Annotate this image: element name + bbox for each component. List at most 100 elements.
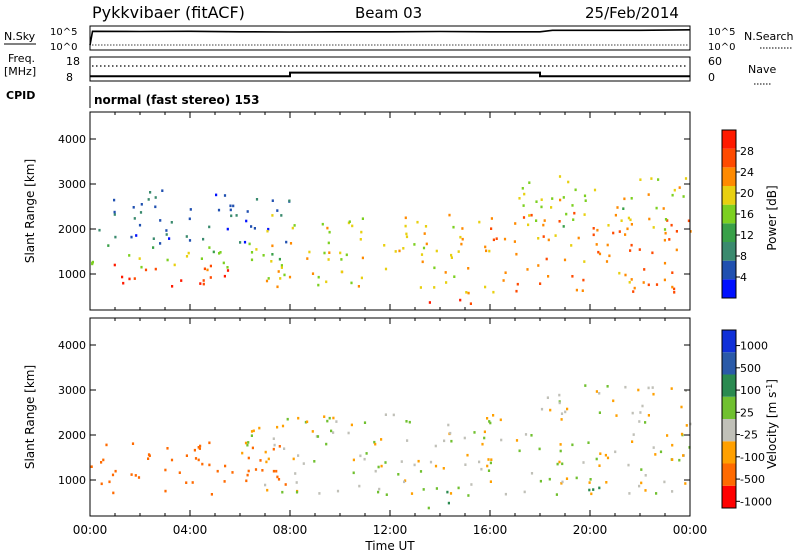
- colorbar-segment: [722, 279, 736, 298]
- velocity-point: [297, 416, 300, 420]
- velocity-point: [275, 469, 278, 473]
- power-point: [223, 274, 226, 278]
- velocity-point: [283, 447, 286, 450]
- power-point: [161, 189, 164, 192]
- power-point: [595, 243, 598, 246]
- x-tick-label: 20:00: [573, 523, 608, 537]
- power-point: [424, 225, 428, 228]
- power-point: [651, 251, 654, 255]
- velocity-point: [380, 438, 383, 441]
- x-tick-label: 16:00: [473, 523, 508, 537]
- velocity-point: [447, 423, 450, 427]
- freq-panel: [89, 56, 691, 82]
- velocity-point: [318, 492, 321, 495]
- power-point: [165, 229, 168, 232]
- power-point: [271, 199, 274, 202]
- power-point: [673, 287, 676, 291]
- power-point: [638, 248, 641, 251]
- velocity-point: [435, 487, 438, 490]
- power-point: [663, 238, 666, 242]
- y-tick-label: 4000: [58, 339, 86, 352]
- power-point: [208, 246, 211, 249]
- power-point: [573, 211, 576, 215]
- power-colorbar-label: Power [dB]: [765, 185, 779, 250]
- power-point: [554, 234, 557, 237]
- power-point: [180, 279, 183, 282]
- velocity-point: [250, 430, 254, 433]
- velocity-point: [561, 480, 564, 484]
- power-point: [527, 223, 530, 227]
- power-point: [581, 289, 584, 292]
- power-point: [250, 225, 253, 228]
- power-point: [420, 253, 424, 256]
- power-point: [122, 281, 125, 285]
- power-point: [202, 237, 205, 241]
- velocity-point: [434, 464, 438, 468]
- velocity-point: [377, 490, 380, 494]
- power-panel: [89, 111, 691, 311]
- power-point: [345, 253, 348, 257]
- velocity-point: [311, 430, 314, 433]
- velocity-point: [272, 437, 275, 440]
- velocity-point: [671, 443, 674, 447]
- x-tick-label: 12:00: [373, 523, 408, 537]
- power-point: [133, 277, 136, 280]
- power-point: [523, 192, 526, 196]
- velocity-point: [347, 431, 350, 435]
- power-point: [360, 276, 363, 280]
- power-point: [488, 249, 491, 253]
- power-point: [521, 187, 524, 190]
- power-point: [655, 206, 658, 210]
- power-point: [570, 244, 573, 247]
- power-point: [113, 210, 116, 214]
- velocity-point: [637, 388, 640, 392]
- velocity-point: [90, 465, 93, 468]
- power-point: [384, 267, 388, 271]
- power-point: [650, 177, 653, 180]
- power-point: [514, 222, 517, 225]
- power-point: [170, 221, 173, 224]
- velocity-point: [400, 460, 403, 463]
- power-point: [223, 194, 227, 197]
- power-point: [671, 285, 674, 289]
- velocity-point: [575, 476, 578, 480]
- power-x-ticks: [89, 112, 691, 310]
- colorbar-segment: [722, 352, 736, 375]
- power-point: [276, 285, 279, 289]
- velocity-point: [273, 443, 276, 447]
- velocity-point: [352, 458, 355, 462]
- power-point: [465, 291, 468, 294]
- power-point: [339, 251, 342, 255]
- nsky-label: N.Sky: [4, 30, 36, 43]
- velocity-point: [457, 486, 460, 490]
- power-point: [383, 244, 386, 247]
- velocity-point: [624, 385, 627, 389]
- power-point: [188, 217, 191, 221]
- power-point: [266, 229, 269, 233]
- power-point: [622, 207, 625, 210]
- velocity-point: [447, 501, 450, 505]
- power-point: [135, 234, 138, 237]
- power-point: [361, 217, 364, 220]
- velocity-point: [335, 420, 338, 423]
- velocity-point: [486, 464, 489, 468]
- power-point: [671, 193, 674, 197]
- power-point: [128, 277, 131, 281]
- power-point: [293, 224, 296, 227]
- velocity-point: [276, 425, 279, 429]
- power-point: [518, 197, 521, 200]
- velocity-point: [549, 408, 552, 412]
- velocity-point: [264, 450, 267, 454]
- colorbar-segment: [722, 485, 736, 508]
- power-point: [612, 231, 615, 235]
- colorbar-tick-label: 25: [740, 406, 754, 419]
- power-point: [277, 270, 280, 273]
- power-point: [547, 238, 550, 242]
- power-point: [311, 272, 315, 275]
- power-point: [647, 193, 650, 196]
- velocity-point: [685, 424, 688, 427]
- power-point: [361, 256, 364, 260]
- velocity-point: [571, 443, 574, 447]
- velocity-point: [561, 462, 564, 466]
- velocity-point: [530, 434, 533, 437]
